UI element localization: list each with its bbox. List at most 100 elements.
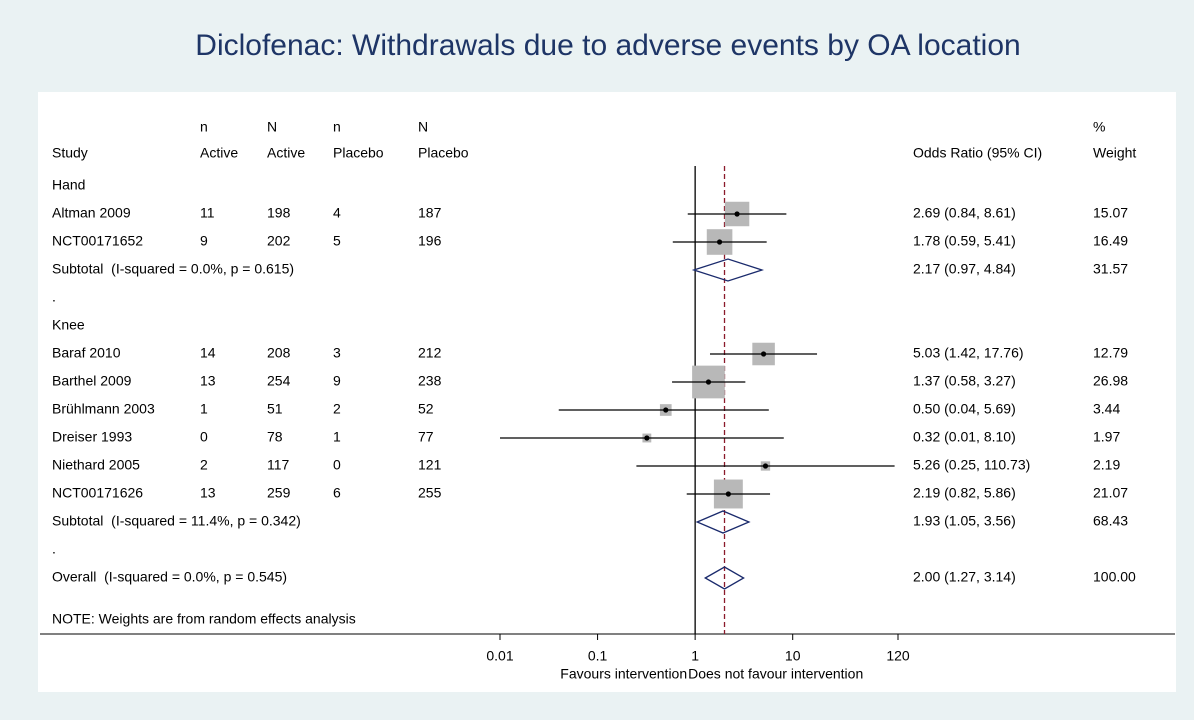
count: 13 [200,485,216,501]
subtotal-label: Subtotal (I-squared = 11.4%, p = 0.342) [52,513,301,529]
estimate-label: 2.17 (0.97, 4.84) [913,261,1016,277]
group-label: Knee [52,317,85,333]
count: 187 [418,205,442,221]
spacer: . [52,289,56,305]
estimate-label: 5.26 (0.25, 110.73) [913,457,1030,473]
count: 51 [267,401,283,417]
count: 6 [333,485,341,501]
count: 77 [418,429,434,445]
study-label: Barthel 2009 [52,373,132,389]
count: 198 [267,205,291,221]
count: 238 [418,373,442,389]
estimate-label: 0.32 (0.01, 8.10) [913,429,1016,445]
estimate-label: 2.00 (1.27, 3.14) [913,569,1016,585]
estimate-label: 2.69 (0.84, 8.61) [913,205,1016,221]
weight-label: 12.79 [1093,345,1128,361]
weight-label: 15.07 [1093,205,1128,221]
count: 212 [418,345,442,361]
weight-label: 100.00 [1093,569,1136,585]
weight-label: 21.07 [1093,485,1128,501]
point-estimate [725,491,731,497]
header-column: n [200,119,208,135]
study-label: Dreiser 1993 [52,429,132,445]
study-label: Baraf 2010 [52,345,121,361]
point-estimate [705,379,712,385]
header-column: Placebo [418,145,469,161]
count: 11 [200,205,215,221]
point-estimate [734,211,740,217]
weight-label: 68.43 [1093,513,1128,529]
x-tick-label: 10 [785,648,801,664]
study-label: Brühlmann 2003 [52,401,155,417]
study-label: Niethard 2005 [52,457,140,473]
estimate-label: 0.50 (0.04, 5.69) [913,401,1016,417]
count: 196 [418,233,442,249]
count: 52 [418,401,434,417]
x-tick-label: 120 [886,648,910,664]
header-estimate: Odds Ratio (95% CI) [913,145,1042,161]
count: 1 [200,401,208,417]
count: 0 [200,429,208,445]
count: 4 [333,205,341,221]
point-estimate [760,351,767,357]
count: 2 [200,457,208,473]
subtotal-label: Subtotal (I-squared = 0.0%, p = 0.615) [52,261,294,277]
x-tick-label: 1 [691,648,699,664]
count: 121 [418,457,442,473]
weight-label: 3.44 [1093,401,1120,417]
point-estimate [716,239,723,245]
weight-label: 16.49 [1093,233,1128,249]
count: 208 [267,345,291,361]
x-tick-label: 0.01 [486,648,513,664]
count: 78 [267,429,283,445]
header-column: n [333,119,341,135]
header-weight: % [1093,119,1105,135]
count: 14 [200,345,216,361]
chart-title: Diclofenac: Withdrawals due to adverse e… [195,29,1020,62]
weight-label: 31.57 [1093,261,1128,277]
study-label: Altman 2009 [52,205,131,221]
header-column: Active [200,145,238,161]
group-label: Hand [52,177,85,193]
weight-label: 1.97 [1093,429,1120,445]
estimate-label: 1.93 (1.05, 3.56) [913,513,1016,529]
count: 9 [200,233,208,249]
count: 3 [333,345,341,361]
count: 202 [267,233,291,249]
estimate-label: 2.19 (0.82, 5.86) [913,485,1016,501]
diamond [695,510,751,534]
header-study: Study [52,145,88,161]
count: 255 [418,485,442,501]
header-column: N [267,119,277,135]
diamond [691,258,765,282]
overall-label: Overall (I-squared = 0.0%, p = 0.545) [52,569,287,585]
estimate-label: 1.37 (0.58, 3.27) [913,373,1016,389]
header-column: Active [267,145,305,161]
header-weight: Weight [1093,145,1136,161]
plot-panel [38,92,1176,692]
x-label-left: Favours intervention [560,666,687,682]
spacer: . [52,541,56,557]
count: 117 [267,457,290,473]
weight-label: 26.98 [1093,373,1128,389]
weight-label: 2.19 [1093,457,1120,473]
count: 259 [267,485,291,501]
diamond [703,566,745,590]
point-estimate [644,435,650,441]
count: 5 [333,233,341,249]
point-estimate [762,463,769,469]
count: 0 [333,457,341,473]
header-column: N [418,119,428,135]
count: 254 [267,373,291,389]
point-estimate [663,407,669,413]
estimate-label: 1.78 (0.59, 5.41) [913,233,1016,249]
header-column: Placebo [333,145,384,161]
count: 13 [200,373,216,389]
note: NOTE: Weights are from random effects an… [52,611,356,627]
study-label: NCT00171652 [52,233,143,249]
count: 2 [333,401,341,417]
x-label-right: Does not favour intervention [688,666,863,682]
count: 9 [333,373,341,389]
estimate-label: 5.03 (1.42, 17.76) [913,345,1024,361]
